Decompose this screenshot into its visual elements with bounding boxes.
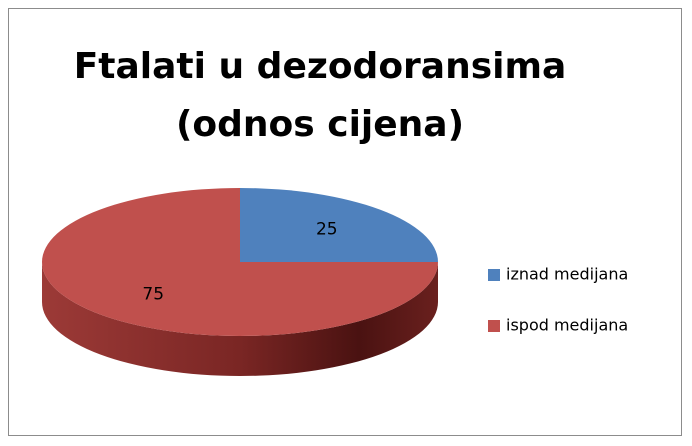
legend-swatch [488,320,500,332]
legend-label: iznad medijana [506,265,628,284]
data-label: 75 [142,284,164,304]
legend-label: ispod medijana [506,316,628,335]
data-label: 25 [316,220,338,240]
chart-title: Ftalati u dezodoransima (odnos cijena) [73,46,567,145]
pie-slice [42,188,438,336]
legend-swatch [488,269,500,281]
pie-slice [240,188,438,262]
pie-side [42,262,438,376]
chart-frame [8,8,682,436]
